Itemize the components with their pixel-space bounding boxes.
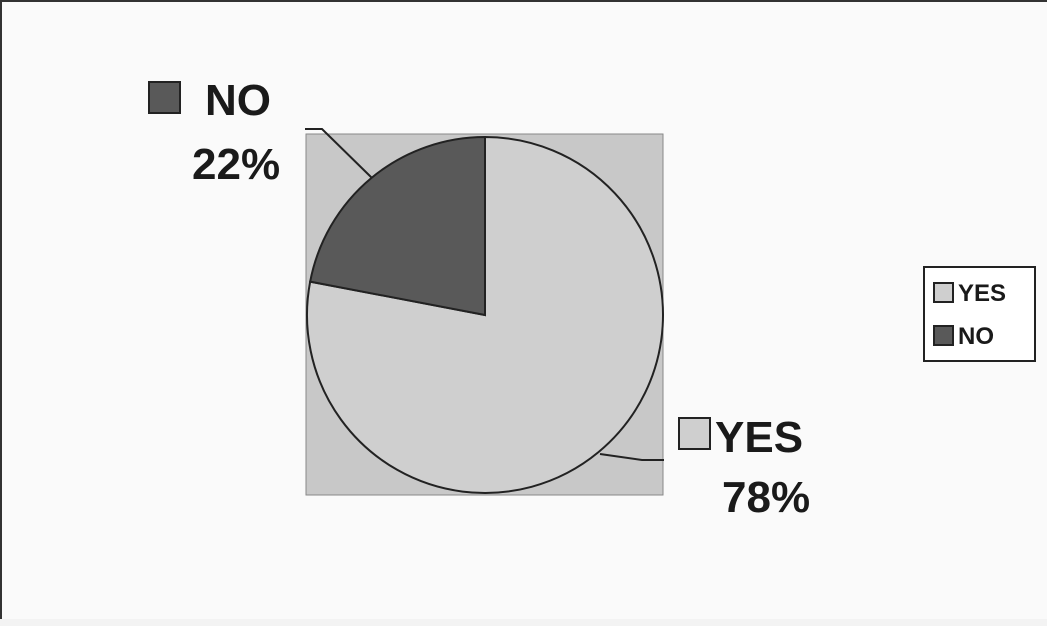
leader-line-yes <box>599 453 664 461</box>
pie-slice-yes <box>306 135 664 494</box>
data-label-no-swatch <box>148 81 181 114</box>
data-label-yes-percent: 78% <box>722 473 810 522</box>
data-label-no-percent: 22% <box>192 140 280 189</box>
leader-line-no <box>305 128 373 179</box>
legend: YES NO <box>923 266 1036 362</box>
legend-swatch-yes <box>933 282 954 303</box>
legend-swatch-no <box>933 325 954 346</box>
data-label-yes: YES 78% <box>678 413 810 522</box>
data-label-yes-name: YES <box>715 413 803 462</box>
data-label-no-name: NO <box>205 76 271 125</box>
pie-slices <box>306 135 664 494</box>
legend-label-no: NO <box>958 323 994 350</box>
legend-label-yes: YES <box>958 280 1006 307</box>
data-label-no: NO 22% <box>148 76 280 189</box>
data-label-yes-swatch <box>678 417 711 450</box>
